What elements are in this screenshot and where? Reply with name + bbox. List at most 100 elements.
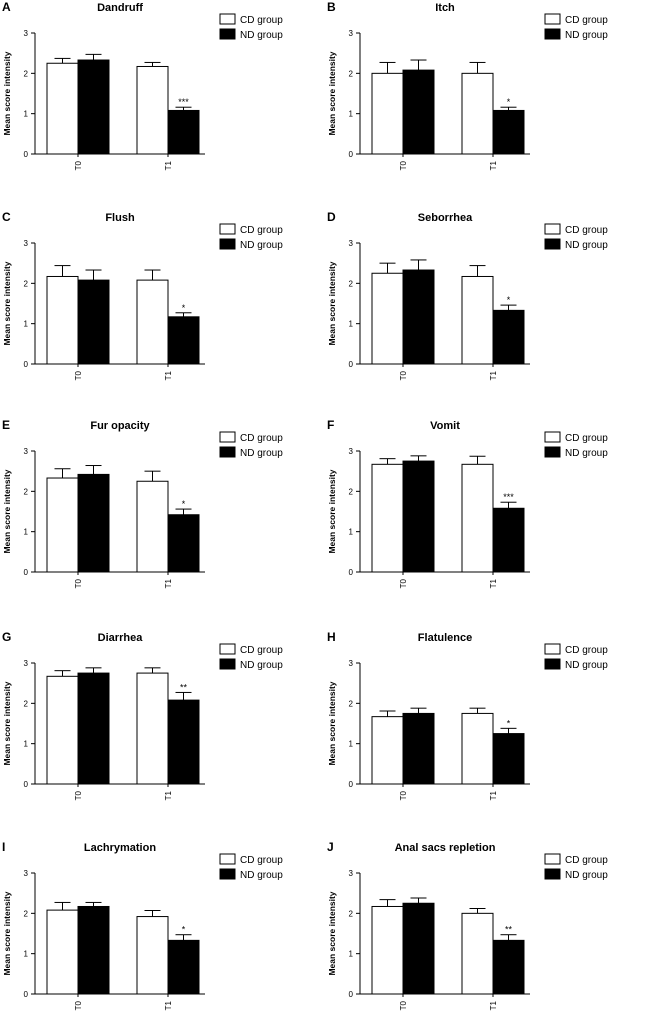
x-tick-label: T1 [164,578,173,588]
legend-swatch-cd [544,13,561,25]
legend-swatch-cd [219,431,236,443]
legend-label-nd: ND group [565,240,608,251]
legend-swatch-cd [219,223,236,235]
legend-swatch-cd [219,13,236,25]
panel-letter: I [2,840,5,854]
chart-panel-f: F Vomit 0 1 2 3 Mean score intensity T0 T1 *** CD … [327,418,608,588]
x-tick-label: T0 [399,1000,408,1010]
y-tick-label: 2 [24,909,29,918]
y-tick-label: 1 [349,528,354,537]
chart-panel-d: D Seborrhea 0 1 2 3 Mean score intensity T0 T1 * C… [327,210,608,380]
bar-nd-t1 [492,733,525,785]
bar-cd-t1 [461,72,494,155]
panel-letter: A [2,0,11,14]
bar-nd-t0 [77,59,110,155]
x-tick-label: T1 [489,1000,498,1010]
chart-title: Flatulence [418,632,472,644]
y-tick-label: 2 [24,699,29,708]
significance-marker: *** [503,492,514,502]
y-tick-label: 2 [349,279,354,288]
y-tick-label: 2 [349,69,354,78]
y-tick-label: 3 [24,447,29,456]
bar-cd-t1 [461,463,494,573]
legend-label-nd: ND group [565,30,608,41]
significance-marker: * [507,718,511,728]
legend-swatch-cd [219,853,236,865]
legend-label-cd: CD group [565,225,608,236]
panel-letter: F [327,418,334,432]
x-tick-label: T1 [164,1000,173,1010]
bar-cd-t1 [136,916,169,995]
chart-title: Anal sacs repletion [395,842,496,854]
panel-letter: D [327,210,336,224]
legend-swatch-nd [544,658,561,670]
bar-nd-t1 [167,939,200,995]
bar-cd-t0 [46,675,79,785]
bar-cd-t0 [371,716,404,785]
y-tick-label: 3 [349,869,354,878]
panel-letter: C [2,210,11,224]
legend-label-nd: ND group [240,870,283,881]
bar-nd-t1 [167,316,200,365]
y-tick-label: 0 [24,150,29,159]
legend-swatch-nd [219,28,236,40]
y-tick-label: 1 [349,320,354,329]
legend-label-cd: CD group [240,15,283,26]
bar-nd-t1 [492,939,525,995]
bar-nd-t1 [167,699,200,785]
y-axis-label: Mean score intensity [2,891,12,975]
y-tick-label: 0 [24,780,29,789]
bar-nd-t0 [77,905,110,995]
bar-cd-t1 [461,712,494,785]
legend-swatch-cd [544,223,561,235]
bar-nd-t0 [402,269,435,365]
x-tick-label: T0 [74,1000,83,1010]
legend-label-nd: ND group [240,30,283,41]
legend-label-cd: CD group [565,15,608,26]
bar-cd-t0 [46,62,79,155]
significance-marker: * [507,97,511,107]
legend-label-cd: CD group [240,855,283,866]
bar-nd-t0 [402,712,435,785]
bar-cd-t1 [461,912,494,995]
legend-swatch-nd [219,658,236,670]
x-tick-label: T1 [164,790,173,800]
x-tick-label: T0 [74,790,83,800]
y-tick-label: 1 [24,950,29,959]
y-tick-label: 2 [349,487,354,496]
legend-label-cd: CD group [240,645,283,656]
x-tick-label: T1 [164,160,173,170]
y-tick-label: 2 [24,487,29,496]
x-tick-label: T0 [399,160,408,170]
bar-cd-t0 [371,905,404,995]
bar-nd-t0 [77,473,110,573]
y-tick-label: 0 [349,150,354,159]
y-tick-label: 1 [24,740,29,749]
y-tick-label: 0 [24,360,29,369]
panel-letter: G [2,630,11,644]
y-tick-label: 1 [349,740,354,749]
y-axis-label: Mean score intensity [2,681,12,765]
x-tick-label: T1 [164,370,173,380]
legend-label-nd: ND group [565,660,608,671]
x-tick-label: T0 [74,160,83,170]
legend-swatch-cd [219,643,236,655]
y-tick-label: 3 [24,869,29,878]
y-tick-label: 2 [349,699,354,708]
y-tick-label: 3 [24,239,29,248]
chart-title: Seborrhea [418,212,473,224]
chart-panel-j: J Anal sacs repletion 0 1 2 3 Mean score inten… [327,840,608,1010]
chart-title: Vomit [430,420,460,432]
x-tick-label: T0 [399,370,408,380]
significance-marker: *** [178,97,189,107]
legend-label-cd: CD group [565,855,608,866]
y-axis-label: Mean score intensity [2,51,12,135]
y-tick-label: 2 [24,69,29,78]
bar-cd-t1 [136,672,169,785]
y-tick-label: 0 [349,568,354,577]
bar-nd-t1 [167,109,200,155]
legend-label-nd: ND group [565,448,608,459]
bar-cd-t0 [46,909,79,995]
legend-swatch-nd [544,446,561,458]
